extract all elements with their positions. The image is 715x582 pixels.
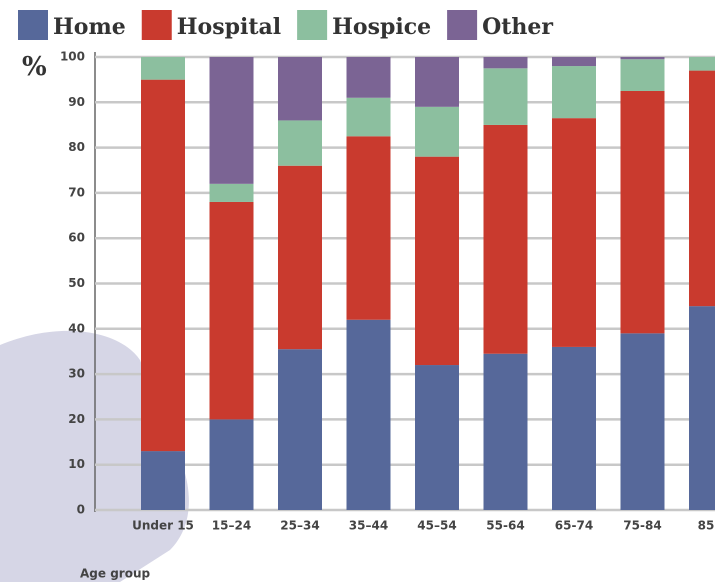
bar-segment <box>483 68 528 125</box>
bar-segment <box>483 57 528 69</box>
bar-segment <box>620 333 665 510</box>
bar-segment <box>415 156 459 366</box>
legend-swatch <box>447 10 478 40</box>
bar-segment <box>483 124 528 354</box>
x-axis-label: Age group <box>80 567 150 581</box>
bar-segment <box>552 57 596 67</box>
y-axis-label: % <box>22 52 47 82</box>
y-tick-label: 50 <box>68 276 85 290</box>
y-tick-label: 40 <box>68 321 85 335</box>
bar-segment <box>209 201 254 420</box>
legend-swatch <box>18 10 48 40</box>
bar-segment <box>620 59 665 91</box>
bar-segment <box>209 419 254 510</box>
bar-segment <box>620 57 665 60</box>
x-tick-label: Under 15 <box>132 519 194 533</box>
legend-label: Other <box>482 14 553 40</box>
bar-segment <box>689 57 715 71</box>
bar-segment <box>278 349 322 510</box>
bar-segment <box>141 451 185 510</box>
bar-segment <box>141 57 185 80</box>
bar-segment <box>415 57 459 107</box>
bar-segment <box>278 165 322 350</box>
bar-segment <box>415 106 459 157</box>
x-tick-label: 55-64 <box>486 519 524 533</box>
bar-segment <box>483 353 528 510</box>
y-tick-label: 0 <box>77 503 85 517</box>
x-tick-label: 45–54 <box>417 519 456 533</box>
bar-segment <box>346 319 391 510</box>
bar-segment <box>415 365 459 510</box>
bar-segment <box>346 97 391 137</box>
bar-segment <box>209 57 254 184</box>
bar-segment <box>141 79 185 452</box>
bar-segment <box>689 70 715 307</box>
y-tick-label: 10 <box>68 457 85 471</box>
x-tick-label: 15–24 <box>212 519 251 533</box>
legend-swatch <box>297 10 328 40</box>
y-tick-label: 30 <box>68 367 85 381</box>
x-tick-label: 25–34 <box>280 519 319 533</box>
x-tick-label: 35–44 <box>349 519 388 533</box>
bar-segment <box>346 57 391 98</box>
bar-segment <box>209 183 254 202</box>
bar-segment <box>620 90 665 334</box>
y-tick-label: 100 <box>60 50 85 64</box>
bar-segment <box>278 120 322 166</box>
x-tick-label: 85+ <box>698 519 715 533</box>
y-tick-label: 20 <box>68 412 85 426</box>
bar-segment <box>552 118 596 347</box>
x-tick-label: 75-84 <box>623 519 661 533</box>
y-tick-label: 90 <box>68 95 85 109</box>
y-tick-label: 80 <box>68 140 85 154</box>
y-tick-label: 70 <box>68 185 85 199</box>
legend-label: Hospital <box>177 14 281 40</box>
legend-label: Home <box>53 14 126 40</box>
bar-segment <box>552 346 596 510</box>
x-tick-label: 65-74 <box>555 519 593 533</box>
bar-segment <box>689 306 715 510</box>
legend-label: Hospice <box>332 14 431 40</box>
y-tick-label: 60 <box>68 231 85 245</box>
bar-segment <box>552 66 596 119</box>
legend-swatch <box>141 10 172 40</box>
bar-segment <box>346 136 391 320</box>
bar-segment <box>278 57 322 121</box>
